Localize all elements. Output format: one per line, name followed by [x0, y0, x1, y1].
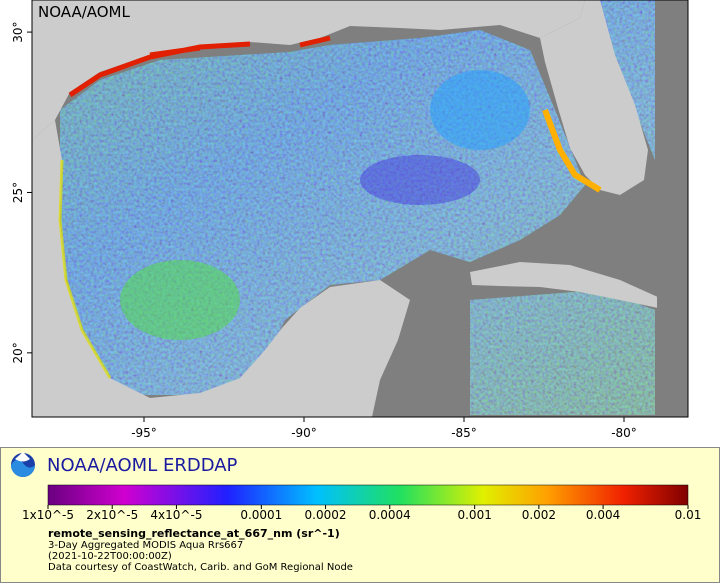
lat-tick-label: 30°: [11, 21, 25, 42]
coastal-mid: [58, 159, 112, 379]
colorbar-tick-label: 2x10^-5: [86, 508, 138, 522]
colorbar-tick-label: 1x10^-5: [22, 508, 74, 522]
legend-panel: [0, 447, 720, 583]
colorbar-tick-label: 0.004: [586, 508, 620, 522]
dataset-name: 3-Day Aggregated MODIS Aqua Rrs667: [48, 540, 243, 551]
lon-tick-label: -90°: [291, 426, 317, 440]
coastal-high: [542, 108, 602, 193]
lon-tick-label: -95°: [131, 426, 157, 440]
land-us: [32, 0, 585, 140]
lon-tick-label: -80°: [611, 426, 637, 440]
credit-label: Data courtesy of CoastWatch, Carib. and …: [48, 562, 353, 573]
noaa-logo: [11, 452, 35, 477]
corner-label: NOAA/AOML: [38, 3, 131, 21]
colorbar-tick-label: 4x10^-5: [150, 508, 202, 522]
colorbar-tick-label: 0.001: [457, 508, 491, 522]
variable-name: remote_sensing_reflectance_at_667_nm (sr…: [48, 527, 340, 540]
lat-tick-label: 20°: [11, 342, 25, 363]
lat-tick-label: 25°: [11, 182, 25, 203]
colorbar-tick-label: 0.0004: [369, 508, 411, 522]
land-mexico: [32, 120, 410, 417]
legend-title: NOAA/AOML ERDDAP: [47, 455, 238, 476]
land-florida: [540, 0, 648, 195]
time-label: (2021-10-22T00:00:00Z): [48, 551, 172, 562]
land-cuba: [470, 262, 660, 308]
colorbar-tick-label: 0.01: [675, 508, 702, 522]
colorbar-tick-label: 0.002: [522, 508, 556, 522]
colorbar-tick-label: 0.0001: [240, 508, 282, 522]
no-data-strip: [657, 0, 688, 417]
map-area: [32, 0, 688, 417]
coastal-high: [68, 35, 331, 98]
map-frame: [31, 0, 689, 418]
colorbar: [47, 484, 689, 506]
colorbar-tick-label: 0.0002: [305, 508, 347, 522]
lon-tick-label: -85°: [451, 426, 477, 440]
